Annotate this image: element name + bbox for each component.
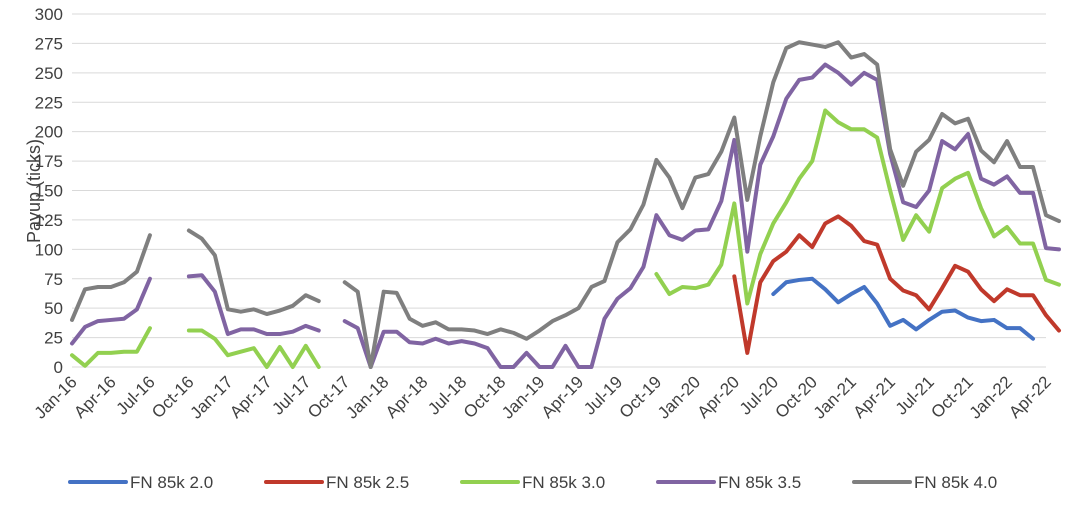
x-tick-label: Jan-21 (810, 372, 860, 422)
series-lines (70, 40, 1061, 369)
y-tick-label: 100 (35, 240, 63, 259)
x-tick-label: Apr-16 (70, 372, 120, 422)
x-tick-label: Jan-22 (966, 372, 1016, 422)
y-tick-label: 175 (35, 152, 63, 171)
x-tick-label: Apr-21 (849, 372, 899, 422)
x-tick-label: Oct-17 (304, 372, 354, 422)
legend-label: FN 85k 4.0 (914, 473, 997, 492)
y-tick-label: 250 (35, 64, 63, 83)
x-tick-label: Apr-22 (1005, 372, 1055, 422)
y-tick-label: 50 (44, 299, 63, 318)
y-axis-label: Payup (ticks) (24, 139, 44, 243)
y-tick-label: 75 (44, 270, 63, 289)
x-tick-label: Jan-16 (31, 372, 81, 422)
x-tick-label: Apr-20 (694, 372, 744, 422)
x-tick-label: Oct-20 (772, 372, 822, 422)
legend-label: FN 85k 3.5 (718, 473, 801, 492)
x-tick-label: Jan-17 (186, 372, 236, 422)
y-tick-label: 300 (35, 5, 63, 24)
series-line-2 (732, 214, 1061, 355)
x-tick-label: Jan-18 (342, 372, 392, 422)
series-line-1 (771, 276, 1036, 341)
y-tick-label: 125 (35, 211, 63, 230)
legend-label: FN 85k 3.0 (522, 473, 605, 492)
y-tick-labels: 0 25 50 75 100 125 150 175 200 225 250 275 300 (35, 5, 63, 377)
legend: FN 85k 2.0 FN 85k 2.5 FN 85k 3.0 FN 85k 3.5… (68, 473, 997, 492)
x-tick-label: Oct-16 (148, 372, 198, 422)
x-tick-label: Apr-18 (382, 372, 432, 422)
y-tick-label: 25 (44, 329, 63, 348)
x-tick-label: Apr-19 (538, 372, 588, 422)
legend-label: FN 85k 2.0 (130, 473, 213, 492)
y-tick-label: 275 (35, 34, 63, 53)
y-tick-label: 200 (35, 123, 63, 142)
x-tick-label: Apr-17 (226, 372, 276, 422)
y-tick-label: 150 (35, 182, 63, 201)
series-line-3 (70, 108, 1061, 369)
y-tick-label: 0 (54, 358, 63, 377)
x-tick-label: Oct-18 (460, 372, 510, 422)
series-line-4 (70, 62, 1061, 369)
legend-label: FN 85k 2.5 (326, 473, 409, 492)
series-line-5 (70, 40, 1061, 369)
x-tick-label: Jan-19 (498, 372, 548, 422)
x-tick-label: Jan-20 (654, 372, 704, 422)
x-tick-label: Oct-21 (927, 372, 977, 422)
x-tick-label: Oct-19 (616, 372, 666, 422)
x-tick-labels: Jan-16Apr-16Jul-16Oct-16Jan-17Apr-17Jul-… (31, 372, 1055, 422)
y-tick-label: 225 (35, 93, 63, 112)
